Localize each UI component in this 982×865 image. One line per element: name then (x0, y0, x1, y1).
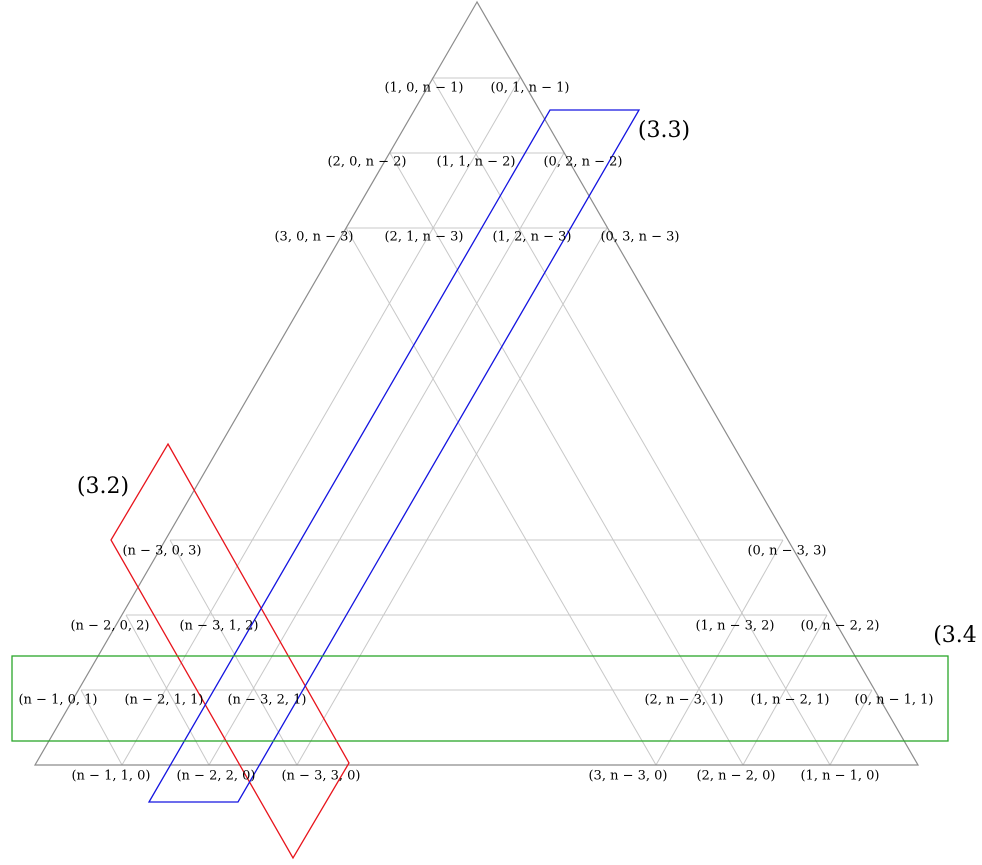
node-label: (1, n − 1, 0) (800, 769, 879, 784)
node-label: (3, n − 3, 0) (588, 769, 667, 784)
node-label: (1, 1, n − 2) (436, 155, 515, 170)
region-3-4-outline (11, 655, 949, 742)
node-label: (0, 1, n − 1) (490, 81, 569, 96)
node-label: (0, 3, n − 3) (600, 230, 679, 245)
grid-line (829, 689, 873, 766)
node-label: (2, n − 2, 0) (696, 769, 775, 784)
node-label: (0, 2, n − 2) (543, 155, 622, 170)
grid-line (655, 539, 784, 766)
grid-line (125, 614, 210, 766)
node-label: (2, 1, n − 3) (384, 230, 463, 245)
grid-line (431, 77, 831, 766)
node-label: (0, n − 2, 2) (800, 619, 879, 634)
node-label: (n − 2, 2, 0) (176, 769, 255, 784)
outer-triangle (33, 0, 920, 766)
node-label: (n − 2, 0, 2) (70, 619, 149, 634)
grid-line (345, 227, 657, 766)
node-label: (0, n − 1, 1) (854, 693, 933, 708)
region-3-3-outline (147, 109, 641, 803)
node-label: (n − 3, 1, 2) (179, 619, 258, 634)
region-label-3-4: (3.4 (933, 623, 977, 648)
node-labels: (1, 0, n − 1) (0, 1, n − 1) (2, 0, n − 2… (18, 81, 933, 784)
regions (11, 109, 949, 860)
node-label: (n − 3, 3, 0) (281, 769, 360, 784)
grid-line (296, 227, 608, 766)
node-label: (2, 0, n − 2) (327, 155, 406, 170)
node-label: (n − 3, 2, 1) (227, 693, 306, 708)
node-label: (1, n − 2, 1) (750, 693, 829, 708)
region-label-3-2: (3.2) (77, 474, 129, 499)
node-label: (1, 0, n − 1) (384, 81, 463, 96)
region-3-2-outline (110, 442, 350, 860)
node-label: (1, 2, n − 3) (492, 230, 571, 245)
grid-line (208, 152, 565, 766)
node-label: (2, n − 3, 1) (644, 693, 723, 708)
node-label: (1, n − 3, 2) (695, 619, 774, 634)
region-labels: (3.2) (3.3) (3.4 (77, 118, 977, 648)
grid-line (389, 152, 744, 766)
node-label: (0, n − 3, 3) (747, 544, 826, 559)
grid-line (121, 77, 521, 766)
grid-lines (80, 77, 873, 766)
node-label: (n − 2, 1, 1) (124, 693, 203, 708)
region-label-3-3: (3.3) (638, 118, 690, 143)
grid-line (169, 539, 298, 766)
node-label: (n − 1, 1, 0) (71, 769, 150, 784)
grid-line (80, 689, 123, 766)
node-label: (3, 0, n − 3) (274, 230, 353, 245)
grid-line (742, 614, 828, 766)
node-label: (n − 3, 0, 3) (122, 544, 201, 559)
node-label: (n − 1, 0, 1) (18, 693, 97, 708)
